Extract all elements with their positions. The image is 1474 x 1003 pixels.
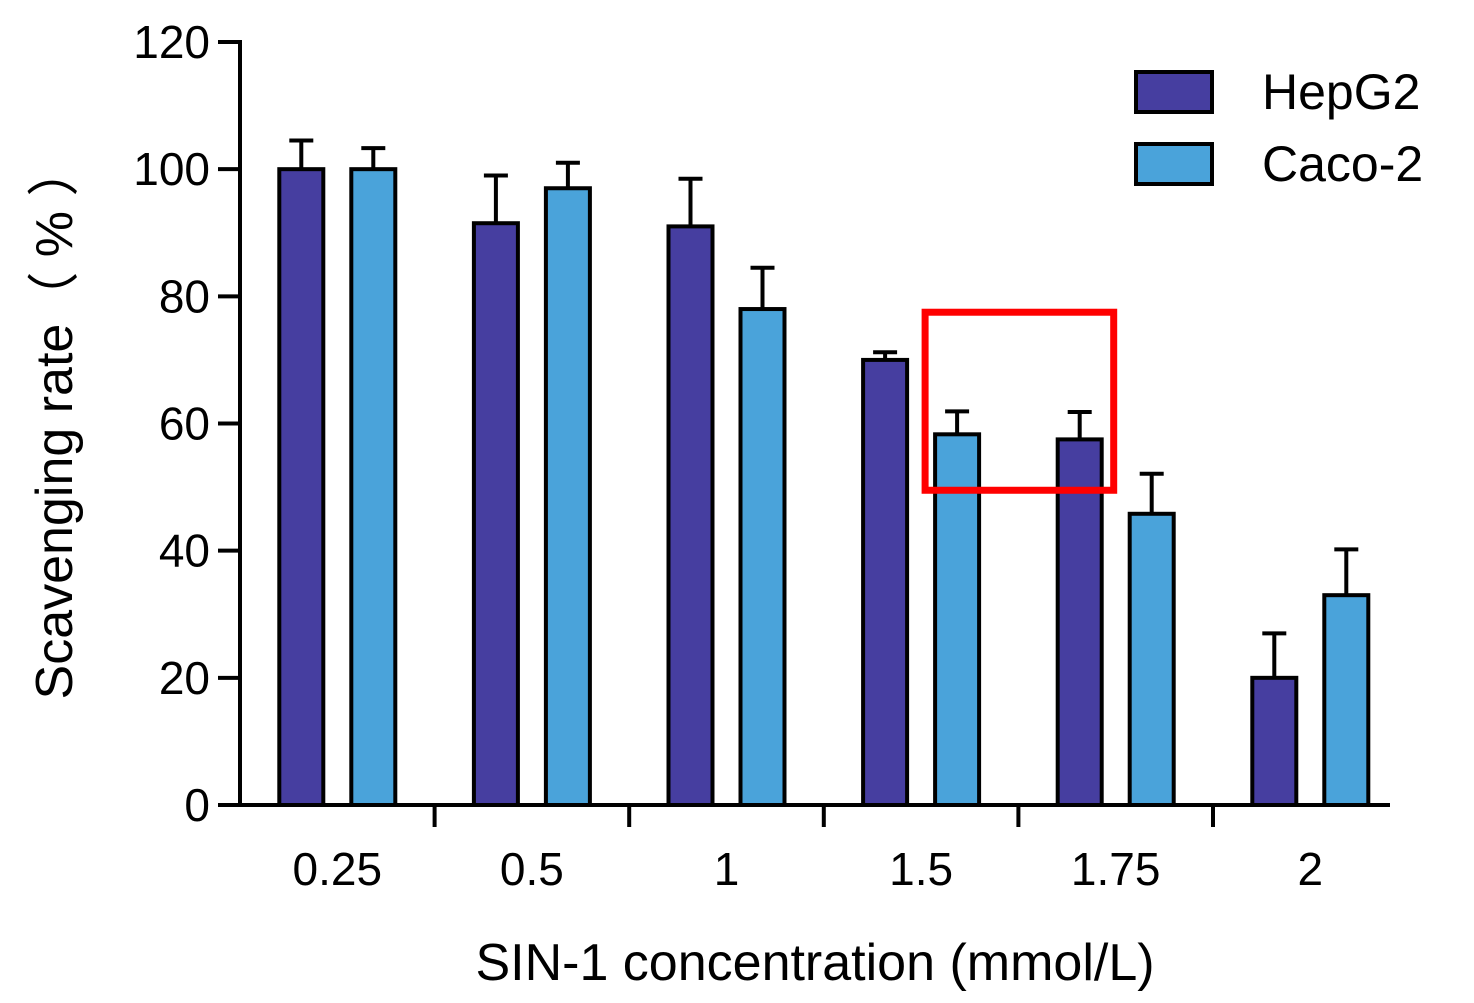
- bar-caco-2: [543, 186, 592, 808]
- bar-hepg2: [1055, 437, 1104, 807]
- y-tick-label: 100: [133, 143, 210, 195]
- legend-swatch-hepg2: [1134, 70, 1214, 114]
- x-tick-label: 0.25: [293, 843, 383, 895]
- bar-caco-2: [1322, 593, 1371, 807]
- x-tick-label: 2: [1298, 843, 1324, 895]
- bar-caco-2: [933, 432, 982, 807]
- bar-hepg2: [471, 221, 520, 807]
- x-axis: 0.25 0.5 1 1.5 1.75 2: [240, 803, 1390, 895]
- annotation: [921, 308, 1118, 494]
- legend-label: HepG2: [1262, 64, 1420, 120]
- bar-caco-2: [1127, 511, 1176, 807]
- legend-label: Caco-2: [1262, 136, 1423, 192]
- bar-hepg2: [277, 167, 326, 807]
- y-axis-label: Scavenging rate（ % ）: [26, 145, 84, 700]
- x-tick-label: 1.75: [1071, 843, 1161, 895]
- y-tick-label: 60: [159, 398, 210, 450]
- legend: HepG2 Caco-2: [1134, 64, 1423, 192]
- y-tick-label: 80: [159, 270, 210, 322]
- y-tick-label: 20: [159, 652, 210, 704]
- bar-caco-2: [349, 167, 398, 807]
- x-tick-label: 1.5: [889, 843, 953, 895]
- y-axis: 0 20 40 60 80 100 120: [133, 16, 242, 831]
- legend-swatch-caco-2: [1134, 142, 1214, 186]
- x-tick-label: 0.5: [500, 843, 564, 895]
- bar-hepg2: [861, 357, 910, 807]
- bar-hepg2: [666, 224, 715, 807]
- x-tick-label: 1: [714, 843, 740, 895]
- bars: [277, 138, 1371, 808]
- y-tick-label: 40: [159, 525, 210, 577]
- y-tick-label: 0: [184, 779, 210, 831]
- bar-hepg2: [1250, 675, 1299, 807]
- bar-caco-2: [738, 307, 787, 807]
- highlight-box: [921, 308, 1118, 494]
- y-tick-label: 120: [133, 16, 210, 68]
- x-axis-label: SIN-1 concentration (mmol/L): [475, 934, 1154, 992]
